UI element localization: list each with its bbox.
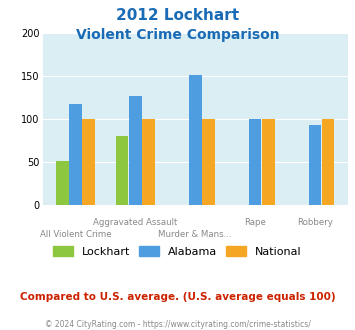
Text: 2012 Lockhart: 2012 Lockhart	[116, 8, 239, 23]
Text: Robbery: Robbery	[297, 218, 333, 227]
Bar	[189, 75, 202, 205]
Bar	[56, 161, 69, 205]
Bar	[129, 96, 142, 205]
Bar	[249, 119, 261, 205]
Bar	[322, 119, 334, 205]
Text: Violent Crime Comparison: Violent Crime Comparison	[76, 28, 279, 42]
Text: Rape: Rape	[244, 218, 266, 227]
Bar	[116, 136, 129, 205]
Text: © 2024 CityRating.com - https://www.cityrating.com/crime-statistics/: © 2024 CityRating.com - https://www.city…	[45, 320, 310, 329]
Text: Compared to U.S. average. (U.S. average equals 100): Compared to U.S. average. (U.S. average …	[20, 292, 335, 302]
Text: Murder & Mans...: Murder & Mans...	[158, 230, 232, 239]
Bar	[202, 119, 215, 205]
Text: Aggravated Assault: Aggravated Assault	[93, 218, 178, 227]
Bar	[82, 119, 95, 205]
Text: All Violent Crime: All Violent Crime	[40, 230, 111, 239]
Bar	[142, 119, 155, 205]
Bar	[69, 104, 82, 205]
Legend: Lockhart, Alabama, National: Lockhart, Alabama, National	[50, 243, 305, 260]
Bar	[262, 119, 274, 205]
Bar	[309, 125, 321, 205]
